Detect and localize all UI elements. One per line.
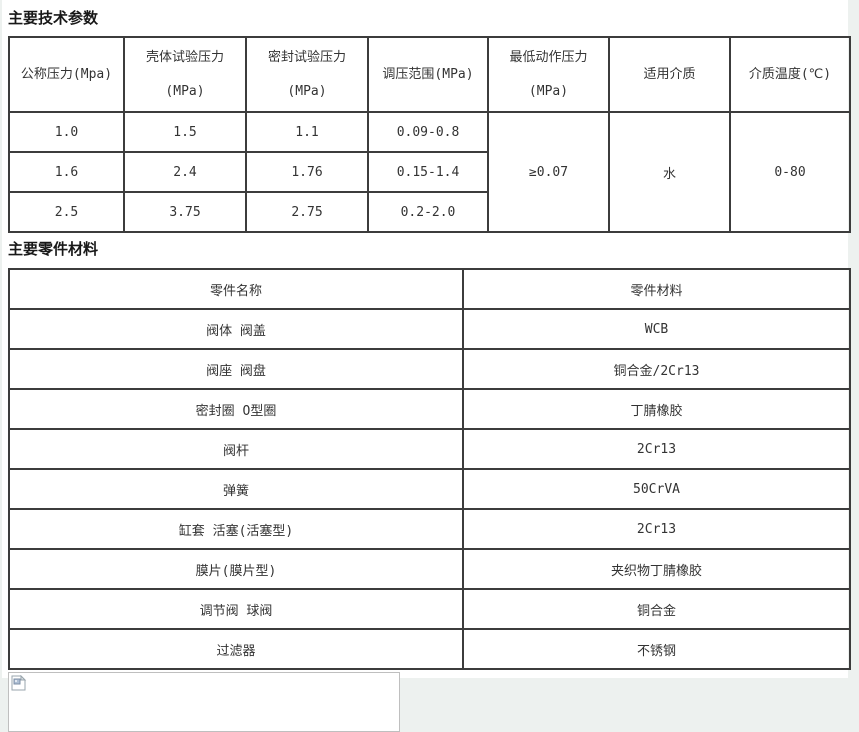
table-row: 缸套 活塞(活塞型) 2Cr13 (8, 508, 851, 550)
cell-part-material: 不锈钢 (462, 628, 851, 670)
cell-seal-test-pressure: 1.76 (245, 151, 369, 193)
cell-part-name: 膜片(膜片型) (8, 548, 464, 590)
section-title-parts-materials: 主要零件材料 (8, 240, 99, 258)
col-header-applicable-medium: 适用介质 (608, 36, 731, 113)
cell-regulating-range: 0.2-2.0 (367, 191, 489, 233)
cell-part-name: 弹簧 (8, 468, 464, 510)
cell-shell-test-pressure: 2.4 (123, 151, 247, 193)
col-header-shell-test-pressure: 壳体试验压力 (MPa) (123, 36, 247, 113)
table-row: 阀杆 2Cr13 (8, 428, 851, 470)
cell-part-material: 夹织物丁腈橡胶 (462, 548, 851, 590)
cell-part-material: 50CrVA (462, 468, 851, 510)
cell-part-name: 阀杆 (8, 428, 464, 470)
table-row: 密封圈 O型圈 丁腈橡胶 (8, 388, 851, 430)
cell-part-name: 阀座 阀盘 (8, 348, 464, 390)
cell-part-material: 铜合金/2Cr13 (462, 348, 851, 390)
cell-min-operating-pressure: ≥0.07 (487, 111, 610, 233)
cell-nominal-pressure: 1.0 (8, 111, 125, 153)
table-row: 阀座 阀盘 铜合金/2Cr13 (8, 348, 851, 390)
table-row: 阀体 阀盖 WCB (8, 308, 851, 350)
col-header-regulating-range: 调压范围(MPa) (367, 36, 489, 113)
table-row: 过滤器 不锈钢 (8, 628, 851, 670)
cell-nominal-pressure: 1.6 (8, 151, 125, 193)
cell-shell-test-pressure: 1.5 (123, 111, 247, 153)
col-header-seal-test-pressure: 密封试验压力 (MPa) (245, 36, 369, 113)
table-row: 调节阀 球阀 铜合金 (8, 588, 851, 630)
table-row: 1.0 1.5 1.1 0.09-0.8 ≥0.07 水 0-80 (8, 111, 851, 233)
parts-materials-header-row: 零件名称 零件材料 (8, 268, 851, 310)
cell-seal-test-pressure: 2.75 (245, 191, 369, 233)
cell-part-material: 丁腈橡胶 (462, 388, 851, 430)
cell-applicable-medium: 水 (608, 111, 731, 233)
cell-part-name: 调节阀 球阀 (8, 588, 464, 630)
cell-part-name: 过滤器 (8, 628, 464, 670)
broken-image-icon (11, 675, 27, 691)
table-row: 2.5 3.75 2.75 0.2-2.0 (8, 191, 850, 233)
col-header-min-operating-pressure: 最低动作压力 (MPa) (487, 36, 610, 113)
cell-nominal-pressure: 2.5 (8, 191, 125, 233)
table-row: 1.6 2.4 1.76 0.15-1.4 (8, 151, 850, 193)
cell-shell-test-pressure: 3.75 (123, 191, 247, 233)
col-header-nominal-pressure: 公称压力(Mpa) (8, 36, 125, 113)
cell-part-material: WCB (462, 308, 851, 350)
table-row: 膜片(膜片型) 夹织物丁腈橡胶 (8, 548, 851, 590)
col-header-medium-temperature: 介质温度(℃) (729, 36, 851, 113)
cell-part-material: 铜合金 (462, 588, 851, 630)
tech-params-header-row: 公称压力(Mpa) 壳体试验压力 (MPa) 密封试验压力 (MPa) 调压范围(M… (8, 36, 851, 113)
col-header-part-material: 零件材料 (462, 268, 851, 310)
col-header-part-name: 零件名称 (8, 268, 464, 310)
tech-params-table: 公称压力(Mpa) 壳体试验压力 (MPa) 密封试验压力 (MPa) 调压范围(M… (8, 36, 851, 233)
cell-medium-temperature: 0-80 (729, 111, 851, 233)
cell-part-name: 缸套 活塞(活塞型) (8, 508, 464, 550)
cell-regulating-range: 0.15-1.4 (367, 151, 489, 193)
table-row: 弹簧 50CrVA (8, 468, 851, 510)
cell-part-name: 阀体 阀盖 (8, 308, 464, 350)
broken-image-placeholder (8, 672, 400, 732)
section-title-tech-params: 主要技术参数 (8, 9, 99, 27)
cell-regulating-range: 0.09-0.8 (367, 111, 489, 153)
parts-materials-table: 零件名称 零件材料 阀体 阀盖 WCB 阀座 阀盘 铜合金/2Cr13 密封圈 … (8, 268, 851, 670)
cell-part-name: 密封圈 O型圈 (8, 388, 464, 430)
cell-part-material: 2Cr13 (462, 508, 851, 550)
cell-part-material: 2Cr13 (462, 428, 851, 470)
cell-seal-test-pressure: 1.1 (245, 111, 369, 153)
